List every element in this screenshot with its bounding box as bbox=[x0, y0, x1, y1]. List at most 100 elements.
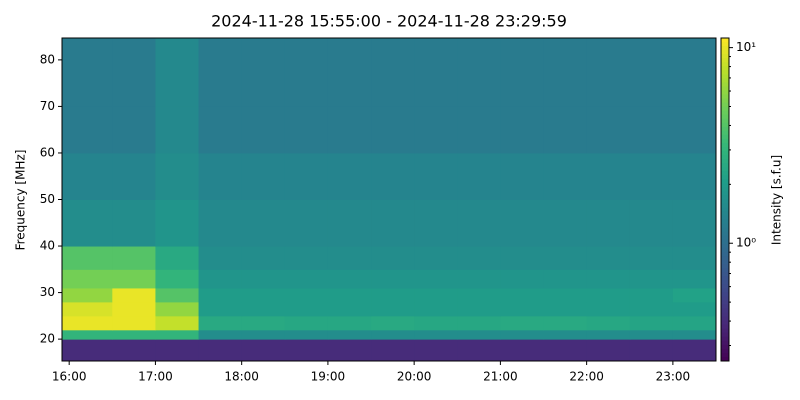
heatmap-cell bbox=[284, 339, 329, 362]
heatmap-cell bbox=[414, 246, 458, 270]
heatmap-cell bbox=[414, 38, 458, 107]
x-tick-label: 17:00 bbox=[138, 370, 173, 384]
heatmap-cell bbox=[586, 246, 631, 270]
heatmap-cell bbox=[155, 329, 200, 340]
colorbar-segment bbox=[721, 324, 729, 330]
colorbar-segment bbox=[721, 344, 729, 350]
x-tick-label: 21:00 bbox=[483, 370, 518, 384]
colorbar-segment bbox=[721, 118, 729, 124]
heatmap-cell bbox=[284, 199, 329, 247]
heatmap-cell bbox=[155, 152, 200, 200]
x-tick-label: 16:00 bbox=[52, 370, 87, 384]
heatmap-cell bbox=[457, 339, 501, 362]
colorbar-segment bbox=[721, 312, 729, 318]
heatmap-cell bbox=[500, 38, 545, 107]
heatmap-cell bbox=[327, 287, 372, 303]
heatmap-cell bbox=[327, 152, 372, 200]
y-tick-label: 80 bbox=[40, 52, 55, 66]
heatmap-cell bbox=[371, 301, 415, 317]
heatmap-cell bbox=[672, 246, 717, 270]
heatmap-cell bbox=[327, 339, 372, 362]
x-tick-label: 20:00 bbox=[397, 370, 432, 384]
heatmap-cell bbox=[62, 269, 113, 289]
colorbar-segment bbox=[721, 207, 729, 213]
colorbar-segment bbox=[721, 300, 729, 305]
heatmap-cell bbox=[543, 287, 588, 303]
heatmap-cell bbox=[241, 287, 286, 303]
heatmap-cell bbox=[284, 152, 329, 200]
heatmap-cell bbox=[500, 106, 545, 154]
colorbar-segment bbox=[721, 94, 729, 100]
heatmap-cell bbox=[629, 315, 674, 331]
colorbar-segment bbox=[721, 260, 729, 265]
colorbar-segment bbox=[721, 223, 729, 229]
colorbar-segment bbox=[721, 239, 729, 245]
heatmap-cell bbox=[629, 152, 674, 200]
heatmap-cell bbox=[112, 315, 156, 331]
heatmap-cell bbox=[62, 106, 113, 154]
heatmap-cell bbox=[500, 269, 545, 289]
heatmap-cell bbox=[155, 301, 200, 317]
heatmap-cell bbox=[672, 301, 717, 317]
heatmap-cell bbox=[586, 269, 631, 289]
heatmap-cell bbox=[112, 199, 156, 247]
y-tick-label: 30 bbox=[40, 285, 55, 299]
colorbar-segment bbox=[721, 134, 729, 140]
heatmap-cell bbox=[112, 152, 156, 200]
colorbar-segment bbox=[721, 199, 729, 205]
heatmap-cell bbox=[672, 339, 717, 362]
colorbar-segment bbox=[721, 155, 729, 160]
heatmap-cell bbox=[371, 329, 415, 340]
colorbar-segment bbox=[721, 179, 729, 184]
heatmap-cell bbox=[371, 199, 415, 247]
heatmap-cell bbox=[414, 106, 458, 154]
heatmap-cell bbox=[457, 301, 501, 317]
heatmap-cell bbox=[371, 106, 415, 154]
heatmap-cell bbox=[155, 287, 200, 303]
colorbar-segment bbox=[721, 219, 729, 225]
colorbar-frame bbox=[720, 37, 730, 362]
y-tick-label: 40 bbox=[40, 239, 55, 253]
heatmap-cell bbox=[327, 269, 372, 289]
colorbar-segment bbox=[721, 348, 729, 354]
heatmap-cell bbox=[414, 287, 458, 303]
heatmap-cell bbox=[543, 199, 588, 247]
colorbar-segment bbox=[721, 86, 729, 91]
x-tick-label: 19:00 bbox=[311, 370, 346, 384]
heatmap-cell bbox=[284, 38, 329, 107]
heatmap-cell bbox=[500, 301, 545, 317]
colorbar-segment bbox=[721, 90, 729, 96]
heatmap-cell bbox=[62, 339, 113, 362]
colorbar-segment bbox=[721, 251, 729, 257]
colorbar-segment bbox=[721, 276, 729, 281]
colorbar-segment bbox=[721, 147, 729, 152]
heatmap-cell bbox=[155, 269, 200, 289]
heatmap-cell bbox=[155, 315, 200, 331]
colorbar-segment bbox=[721, 356, 729, 362]
colorbar-segment bbox=[721, 70, 729, 75]
colorbar-segment bbox=[721, 195, 729, 200]
heatmap-cell bbox=[241, 269, 286, 289]
heatmap-cell bbox=[629, 106, 674, 154]
heatmap-cell bbox=[543, 152, 588, 200]
heatmap-cell bbox=[241, 199, 286, 247]
colorbar-segment bbox=[721, 38, 729, 43]
heatmap-cell bbox=[371, 152, 415, 200]
heatmap-cell bbox=[586, 152, 631, 200]
y-axis-label: Frequency [MHz] bbox=[14, 150, 28, 251]
heatmap-cell bbox=[241, 152, 286, 200]
heatmap-cell bbox=[327, 329, 372, 340]
heatmap-cell bbox=[500, 339, 545, 362]
heatmap-cell bbox=[543, 339, 588, 362]
heatmap-cell bbox=[284, 287, 329, 303]
colorbar-segment bbox=[721, 98, 729, 104]
heatmap-cell bbox=[112, 246, 156, 270]
heatmap-cell bbox=[500, 287, 545, 303]
heatmap-cell bbox=[371, 287, 415, 303]
colorbar-segment bbox=[721, 142, 729, 148]
colorbar-segment bbox=[721, 167, 729, 172]
colorbar-segment bbox=[721, 231, 729, 237]
heatmap-cell bbox=[284, 315, 329, 331]
heatmap-cell bbox=[327, 315, 372, 331]
heatmap-cell bbox=[543, 329, 588, 340]
